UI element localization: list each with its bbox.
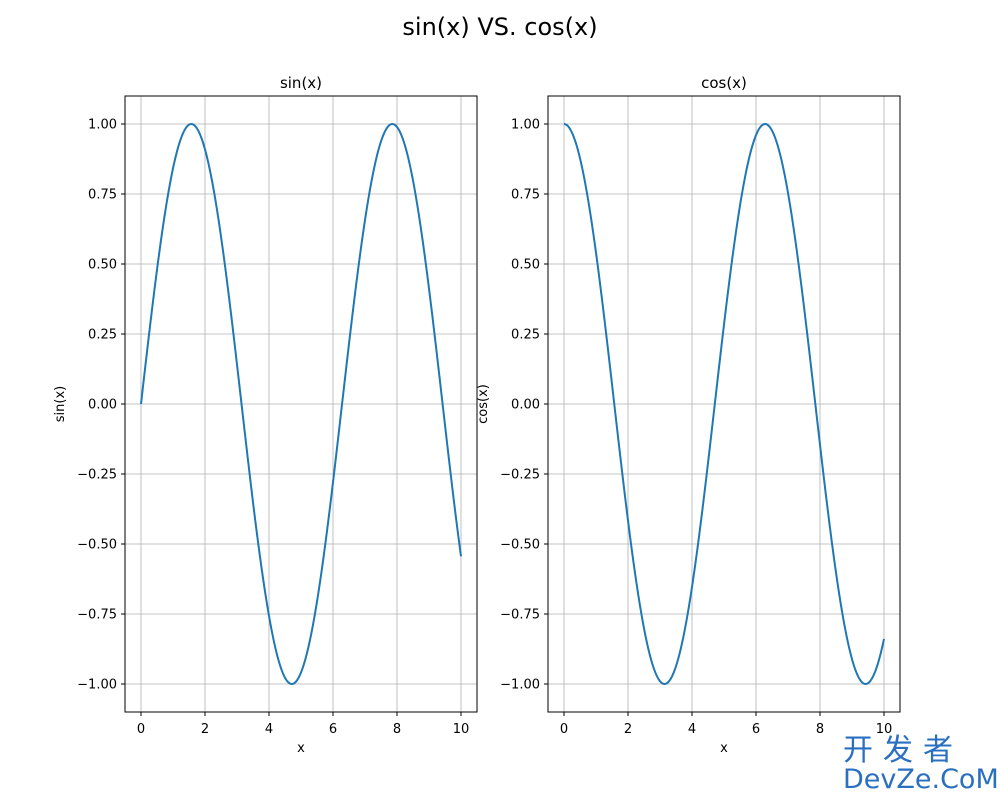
sin-x-tick-label: 6: [329, 722, 337, 737]
sin-y-tick-label: −0.75: [77, 608, 117, 623]
cos-subplot: cos(x) x cos(x) 0 2 4 6 8 10 −1.00 −0.75 −0.50 −0…: [476, 74, 901, 756]
cos-x-tick-label: 8: [816, 722, 824, 737]
sin-x-tick-label: 2: [201, 722, 209, 737]
sin-y-tick-label: −0.50: [77, 538, 117, 553]
sin-y-tick-label: −1.00: [77, 678, 117, 693]
sin-x-tick-label: 8: [393, 722, 401, 737]
watermark-logo-cn: 开发者: [843, 733, 963, 768]
cos-y-tick-label: 0.50: [511, 258, 540, 273]
sin-y-tick-label: 0.50: [88, 258, 117, 273]
cos-y-tick-label: −0.75: [500, 608, 540, 623]
cos-x-axis-label: x: [720, 741, 728, 756]
cos-y-tick-label: 0.25: [511, 328, 540, 343]
cos-x-tick-label: 10: [876, 722, 893, 737]
cos-x-tick-label: 0: [560, 722, 568, 737]
cos-y-tick-label: 1.00: [511, 118, 540, 133]
cos-y-tick-label: −0.25: [500, 468, 540, 483]
cos-y-tick-label: −0.50: [500, 538, 540, 553]
sin-subplot: sin(x) x sin(x) 0 2 4 6 8 10 −1.00 −0.75 −0.50 −0…: [53, 74, 478, 756]
watermark: 开发者 DevZe.CoM: [843, 733, 999, 795]
cos-subplot-title: cos(x): [701, 74, 747, 92]
sin-series-line: [140, 122, 462, 685]
sin-y-tick-label: −0.25: [77, 468, 117, 483]
sin-y-tick-label: 0.75: [88, 188, 117, 203]
sin-y-tick-label: 0.00: [88, 398, 117, 413]
figure-title: sin(x) VS. cos(x): [402, 13, 597, 41]
sin-y-axis-label: sin(x): [53, 386, 68, 422]
watermark-logo-en: DevZe.CoM: [843, 764, 999, 795]
sin-y-tick-label: 0.25: [88, 328, 117, 343]
sin-x-tick-label: 4: [265, 722, 273, 737]
cos-y-tick-label: 0.00: [511, 398, 540, 413]
sin-x-tick-label: 10: [453, 722, 470, 737]
sin-y-tick-label: 1.00: [88, 118, 117, 133]
cos-x-tick-label: 2: [624, 722, 632, 737]
sin-subplot-title: sin(x): [280, 74, 322, 92]
sin-x-axis-label: x: [297, 741, 305, 756]
cos-x-tick-label: 4: [688, 722, 696, 737]
cos-series-line: [563, 123, 885, 686]
cos-y-tick-label: 0.75: [511, 188, 540, 203]
sin-x-tick-label: 0: [137, 722, 145, 737]
cos-y-axis-label: cos(x): [476, 384, 491, 424]
cos-y-tick-label: −1.00: [500, 678, 540, 693]
cos-x-tick-label: 6: [752, 722, 760, 737]
